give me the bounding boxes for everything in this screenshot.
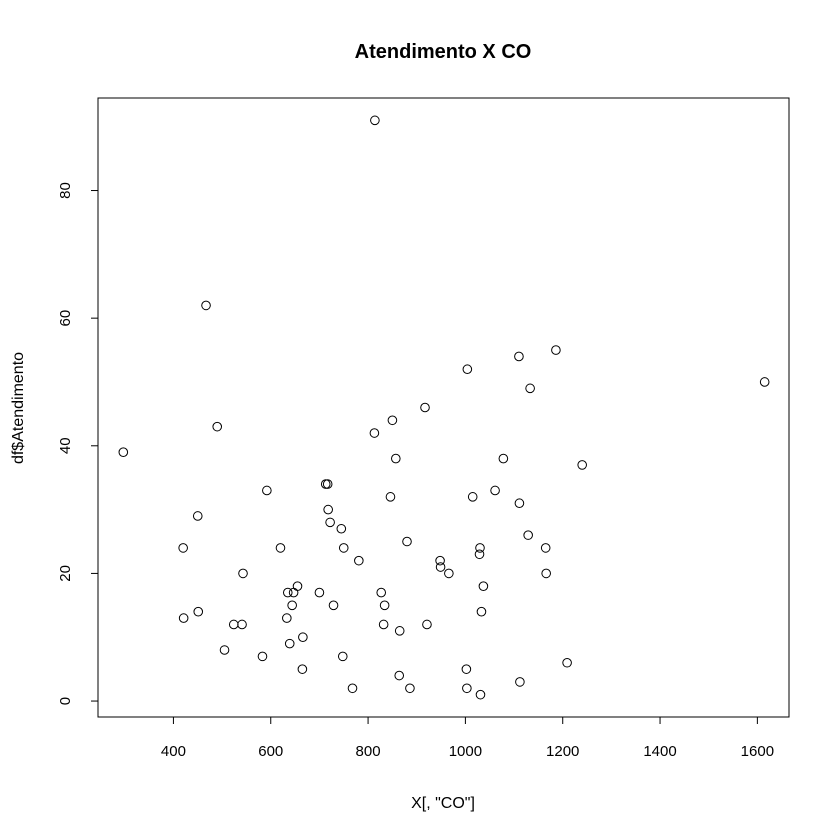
- data-point: [219, 645, 230, 655]
- data-point: [284, 638, 295, 649]
- data-point: [422, 619, 432, 630]
- data-point: [297, 664, 308, 674]
- data-point: [435, 562, 446, 572]
- x-tick-label: 800: [356, 743, 381, 760]
- data-point: [238, 568, 248, 579]
- data-point: [354, 555, 364, 566]
- data-point: [287, 600, 297, 611]
- data-point: [385, 492, 396, 502]
- y-tick-label: 60: [57, 310, 74, 327]
- data-point: [514, 351, 524, 362]
- data-point: [474, 549, 485, 560]
- x-tick-label: 400: [161, 743, 186, 760]
- data-point: [178, 543, 188, 553]
- data-point: [320, 479, 331, 489]
- data-point: [262, 485, 272, 496]
- data-point: [541, 568, 551, 579]
- y-tick-label: 0: [57, 697, 74, 705]
- data-point: [337, 651, 348, 662]
- data-point: [292, 581, 303, 591]
- data-point: [323, 504, 333, 515]
- data-point: [405, 683, 415, 694]
- data-point: [475, 543, 485, 553]
- data-point: [461, 664, 472, 674]
- x-tick-label: 1000: [449, 743, 482, 760]
- x-tick-label: 1200: [546, 743, 579, 760]
- data-point: [523, 530, 533, 540]
- data-point: [201, 300, 211, 311]
- data-point: [462, 683, 472, 694]
- plot-frame: [97, 97, 790, 718]
- data-point: [562, 657, 572, 668]
- data-point: [237, 619, 247, 630]
- data-point: [314, 587, 325, 598]
- x-tick-label: 1600: [741, 743, 774, 760]
- x-tick-label: 1400: [643, 743, 676, 760]
- y-axis-label: df$Atendimento: [10, 352, 27, 464]
- data-point: [420, 402, 430, 413]
- data-point: [322, 479, 333, 489]
- data-point: [338, 543, 349, 553]
- data-point: [193, 606, 204, 617]
- data-point: [118, 447, 129, 457]
- data-point: [391, 453, 401, 464]
- data-point: [379, 600, 390, 611]
- data-point: [212, 421, 223, 432]
- data-point: [525, 383, 535, 394]
- x-axis-label: X[, "CO"]: [411, 795, 475, 812]
- data-point: [370, 115, 380, 126]
- data-point: [514, 498, 525, 509]
- data-point: [282, 613, 292, 623]
- data-point: [336, 523, 347, 534]
- data-point: [228, 619, 239, 630]
- data-point: [490, 485, 500, 496]
- data-point: [178, 613, 189, 623]
- data-point: [378, 619, 389, 630]
- data-point: [577, 460, 587, 470]
- y-axis: 0 20 40 60 80: [57, 182, 99, 705]
- data-point: [257, 651, 268, 662]
- data-point: [475, 689, 486, 700]
- data-point: [444, 568, 454, 579]
- data-point: [435, 555, 445, 566]
- data-point: [328, 600, 339, 611]
- data-point: [376, 587, 387, 598]
- data-point: [402, 536, 412, 547]
- data-point: [394, 670, 405, 681]
- data-point: [515, 677, 525, 687]
- data-point: [462, 364, 473, 375]
- data-point: [192, 511, 203, 521]
- data-point: [478, 581, 489, 591]
- data-point: [540, 543, 551, 553]
- y-tick-label: 80: [57, 182, 74, 199]
- data-point: [467, 492, 478, 502]
- data-point: [298, 632, 308, 643]
- data-point: [759, 377, 770, 387]
- data-point: [288, 587, 299, 598]
- x-axis: 400 600 800 1000 1200 1400 1600: [161, 716, 774, 760]
- data-point: [347, 683, 358, 694]
- data-point: [325, 517, 335, 528]
- data-point: [476, 606, 487, 617]
- data-point: [498, 453, 509, 464]
- data-point: [551, 345, 561, 355]
- data-point: [387, 415, 398, 426]
- data-point: [275, 543, 286, 553]
- x-tick-label: 600: [258, 743, 283, 760]
- data-point: [394, 626, 405, 636]
- data-point: [282, 587, 293, 598]
- data-points: [118, 115, 770, 700]
- data-point: [369, 428, 380, 438]
- y-tick-label: 20: [57, 565, 74, 582]
- chart-title: Atendimento X CO: [355, 41, 532, 63]
- y-tick-label: 40: [57, 437, 74, 454]
